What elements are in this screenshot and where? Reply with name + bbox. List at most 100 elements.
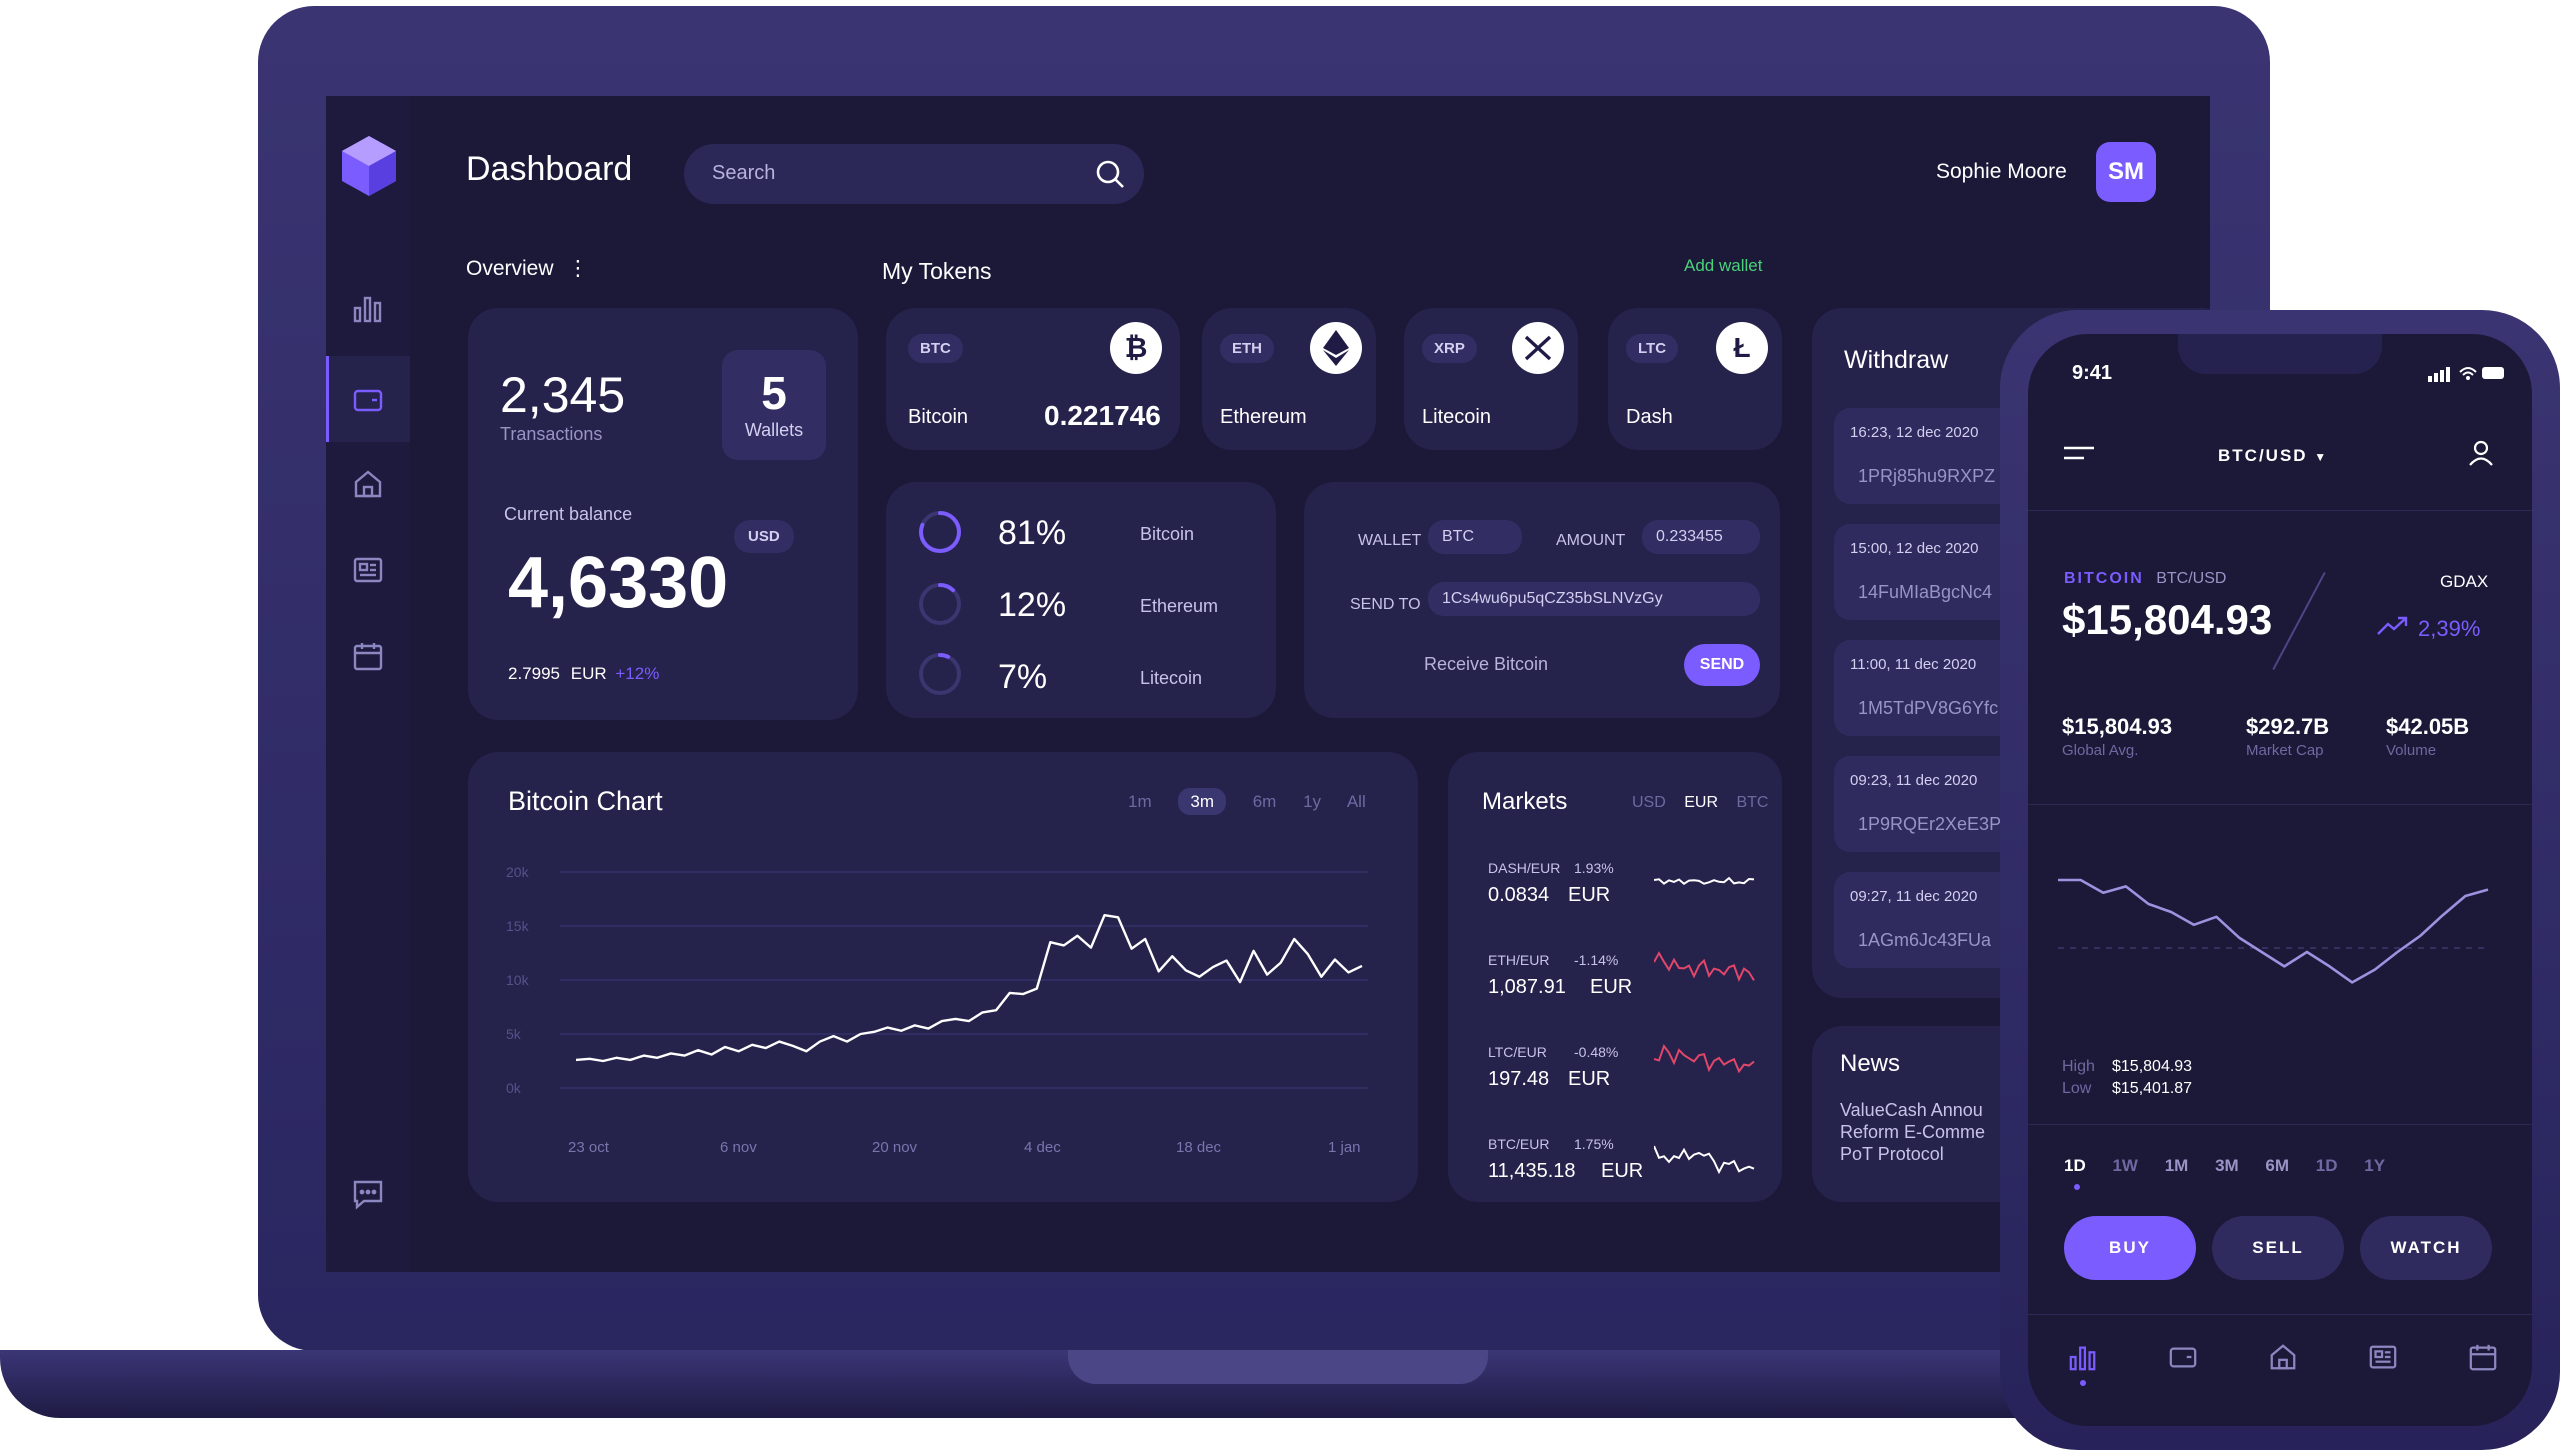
market-row[interactable]: DASH/EUR 1.93% 0.0834 EUR [1488,860,1758,930]
market-row[interactable]: ETH/EUR -1.14% 1,087.91 EUR [1488,951,1758,1022]
alloc-row-1[interactable]: 12% Ethereum [918,578,1248,634]
phone-nav-calendar-icon[interactable] [2468,1342,2498,1377]
bitcoin-price-line [575,914,1363,1063]
wallet-icon[interactable] [352,384,384,416]
home-icon[interactable] [352,468,384,500]
app-logo[interactable] [340,134,398,198]
tokens-title: My Tokens [882,258,992,284]
more-icon[interactable]: ⋮ [567,257,589,280]
phone-range-1d[interactable]: 1D [2064,1156,2086,1175]
news-line-1[interactable]: ValueCash Annou [1840,1100,1983,1120]
stat-label: Global Avg. [2062,742,2139,759]
phone-nav-home-icon[interactable] [2268,1342,2298,1377]
search-icon[interactable] [1094,158,1126,195]
token-amount: 0.221746 [1044,400,1161,431]
market-row[interactable]: LTC/EUR -0.48% 197.48 EUR [1488,1043,1758,1114]
balance-currency[interactable]: USD [734,520,794,553]
add-wallet-link[interactable]: Add wallet [1684,256,1763,275]
alloc-percent: 12% [998,586,1067,624]
chart-icon[interactable] [352,292,384,324]
price-divider [2272,571,2326,671]
menu-icon[interactable] [2064,444,2094,469]
currency-btc[interactable]: BTC [1736,794,1769,811]
news-icon[interactable] [352,554,384,586]
withdraw-time: 09:27, 11 dec 2020 [1850,888,1978,905]
receive-bitcoin-link[interactable]: Receive Bitcoin [1424,654,1549,674]
search-input[interactable]: Search [684,144,1144,204]
send-button[interactable]: SEND [1684,644,1760,686]
market-price: 11,435.18 [1488,1160,1576,1182]
token-card-ltc[interactable]: LTC Ł Dash [1608,308,1782,450]
wallets-label: Wallets [744,420,804,440]
withdraw-time: 15:00, 12 dec 2020 [1850,540,1979,557]
range-1m[interactable]: 1m [1128,792,1152,811]
phone-range-6m[interactable]: 6M [2265,1156,2290,1175]
alloc-row-2[interactable]: 7% Litecoin [918,648,1248,704]
send-to-label: SEND TO [1350,596,1421,613]
token-card-btc[interactable]: BTC ₿ Bitcoin 0.221746 [886,308,1180,450]
profile-icon[interactable] [2468,440,2494,471]
wallets-value: 5 [761,367,787,419]
sidebar [326,96,410,1272]
market-change: -0.48% [1574,1044,1619,1060]
token-code: BTC [908,334,963,363]
stat-label: Volume [2386,742,2437,759]
phone-range-1y[interactable]: 1Y [2364,1156,2386,1175]
market-row[interactable]: BTC/EUR 1.75% 11,435.18 EUR [1488,1136,1758,1206]
wallets-box[interactable]: 5 Wallets [722,350,826,460]
litecoin-icon: Ł [1716,322,1768,374]
alloc-row-0[interactable]: 81% Bitcoin [918,506,1248,562]
market-change: 1.93% [1574,860,1614,876]
watch-button[interactable]: WATCH [2360,1216,2492,1280]
chat-icon[interactable] [352,1178,384,1210]
range-1y[interactable]: 1y [1303,792,1322,811]
stat-label: Market Cap [2246,742,2324,759]
range-6m[interactable]: 6m [1252,792,1277,811]
eur-value: 2.7995 [508,664,560,683]
pair-selector[interactable]: BTC/USD ▼ [2218,446,2328,466]
wallet-select[interactable]: BTC [1428,520,1522,554]
phone-range-1w[interactable]: 1W [2112,1156,2138,1175]
withdraw-address: 1PRj85hu9RXPZ [1858,466,1996,486]
phone-range-3m[interactable]: 3M [2215,1156,2239,1175]
currency-eur[interactable]: EUR [1684,794,1719,811]
buy-button[interactable]: BUY [2064,1216,2196,1280]
token-card-xrp[interactable]: XRP Litecoin [1404,308,1578,450]
market-price: 1,087.91 [1488,976,1566,998]
x-tick-label: 1 jan [1328,1139,1361,1156]
alloc-percent: 7% [998,658,1048,696]
amount-field[interactable]: 0.233455 [1642,520,1760,554]
phone-nav-wallet-icon[interactable] [2168,1342,2198,1377]
send-to-field[interactable]: 1Cs4wu6pu5qCZ35bSLNVzGy [1428,582,1760,616]
overview-label[interactable]: Overview ⋮ [466,256,588,281]
range-all[interactable]: All [1346,792,1366,811]
phone-range-1d-alt[interactable]: 1D [2315,1156,2338,1175]
market-price: 0.0834 [1488,884,1550,906]
bitcoin-chart-card: Bitcoin Chart 1m 3m 6m 1y All 20k 15k 10k 5… [468,752,1418,1202]
news-line-3[interactable]: PoT Protocol [1840,1144,1944,1164]
phone-range-1m[interactable]: 1M [2164,1156,2189,1175]
x-tick-label: 20 nov [872,1139,918,1156]
token-name: Bitcoin [908,406,969,428]
token-card-eth[interactable]: ETH Ethereum [1202,308,1376,450]
token-code: ETH [1220,334,1274,363]
phone-nav-news-icon[interactable] [2368,1342,2398,1377]
sell-button[interactable]: SELL [2212,1216,2344,1280]
withdraw-time: 11:00, 11 dec 2020 [1850,656,1977,673]
laptop-screen: Dashboard Search Sophie Moore SM Overvie… [326,96,2210,1272]
currency-usd[interactable]: USD [1632,794,1666,811]
y-tick-label: 0k [506,1080,522,1096]
range-active-dot [2074,1184,2080,1190]
progress-ring-icon [919,511,961,553]
wallet-label: WALLET [1358,532,1422,549]
chevron-down-icon: ▼ [2314,450,2329,464]
alloc-label: Ethereum [1140,596,1219,616]
high-low: High $15,804.93 Low $15,401.87 [2062,1056,2192,1100]
user-name[interactable]: Sophie Moore [1936,160,2067,183]
calendar-icon[interactable] [352,640,384,672]
news-line-2[interactable]: Reform E-Comme [1840,1122,1986,1142]
phone-nav-chart-icon[interactable] [2068,1342,2098,1377]
avatar[interactable]: SM [2096,142,2156,202]
pair-selector-label: BTC/USD [2218,446,2308,465]
range-3m[interactable]: 3m [1178,788,1226,815]
